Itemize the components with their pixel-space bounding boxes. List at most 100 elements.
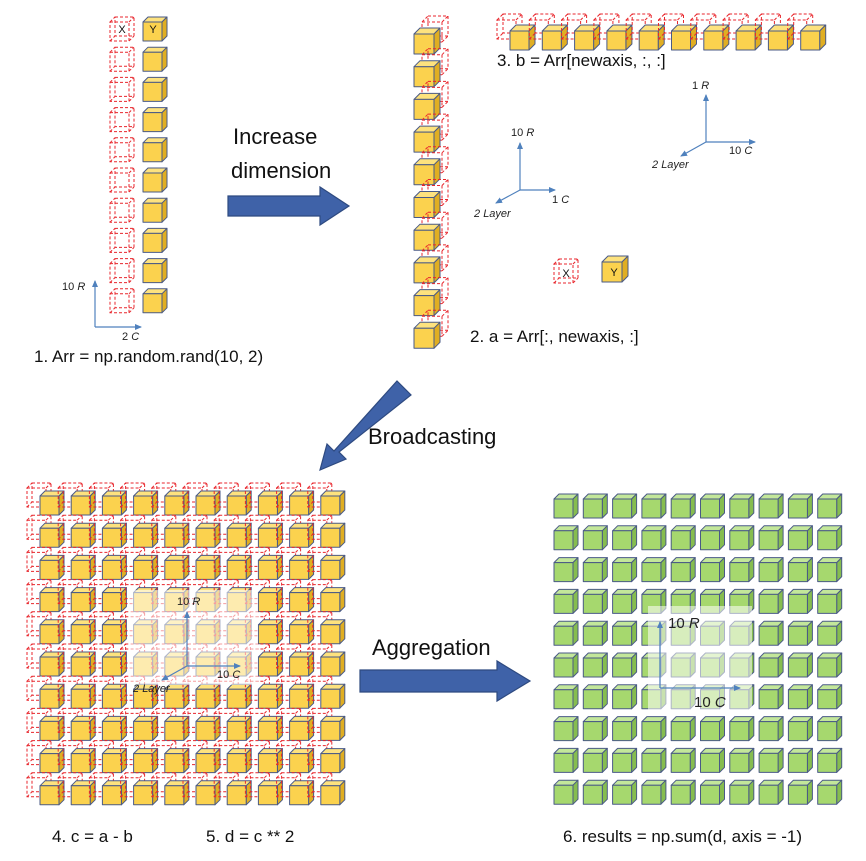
c-layer-y-cube <box>289 522 315 548</box>
b-layer-y-cube <box>671 24 697 51</box>
axes-b: 1 R 10 C 2 Layer <box>651 80 756 171</box>
c-layer-y-cube <box>39 683 65 709</box>
result-cube <box>817 747 843 773</box>
result-cube <box>641 525 667 551</box>
result-cube <box>641 779 667 805</box>
c-layer-y-cube <box>289 780 315 806</box>
axis-c-label: 2 C <box>122 331 139 343</box>
c-layer-y-cube <box>70 554 96 580</box>
c-layer-y-cube <box>226 683 252 709</box>
c-layer-y-cube <box>289 619 315 645</box>
result-cube <box>641 716 667 742</box>
y-cube <box>142 197 168 223</box>
result-cube <box>670 525 696 551</box>
c-layer-y-cube <box>257 780 283 806</box>
c-layer-y-cube <box>226 748 252 774</box>
x-cube <box>109 258 135 284</box>
c-layer-y-cube <box>226 554 252 580</box>
c-layer-y-cube <box>39 587 65 613</box>
difference-cube-grid <box>26 482 346 806</box>
c-layer-y-cube <box>257 522 283 548</box>
x-cube <box>109 16 135 42</box>
c-layer-y-cube <box>320 748 346 774</box>
result-cube <box>758 652 784 678</box>
result-cube <box>670 716 696 742</box>
c-layer-y-cube <box>164 715 190 741</box>
c-layer-y-cube <box>289 587 315 613</box>
result-cube <box>582 620 608 646</box>
result-cube <box>817 684 843 710</box>
result-cube <box>553 588 579 614</box>
y-cube <box>142 137 168 163</box>
result-cube <box>582 747 608 773</box>
c-layer-y-cube <box>226 780 252 806</box>
result-cube <box>758 716 784 742</box>
c-layer-y-cube <box>39 490 65 516</box>
c-layer-y-cube <box>195 748 221 774</box>
result-cube <box>729 779 755 805</box>
c-layer-y-cube <box>133 748 159 774</box>
result-cube <box>582 779 608 805</box>
c-layer-y-cube <box>101 748 127 774</box>
caption-a: 2. a = Arr[:, newaxis, :] <box>470 327 639 346</box>
c-layer-y-cube <box>320 490 346 516</box>
legend-y-label: Y <box>610 267 618 279</box>
c-layer-y-cube <box>101 554 127 580</box>
axes-c: 10 R 10 C 2 Layer <box>132 596 241 695</box>
result-cube <box>700 557 725 583</box>
result-cube <box>817 620 843 646</box>
c-layer-y-cube <box>289 748 315 774</box>
c-layer-y-cube <box>133 715 159 741</box>
c-layer-y-cube <box>101 683 127 709</box>
result-cube <box>758 779 784 805</box>
axis-r-label: 10 R <box>62 281 85 293</box>
c-layer-y-cube <box>257 587 283 613</box>
result-cube <box>641 747 667 773</box>
c-layer-y-cube <box>226 490 252 516</box>
c-layer-y-cube <box>289 651 315 677</box>
c-layer-y-cube <box>70 522 96 548</box>
result-cube <box>612 525 638 551</box>
aggregation-label: Aggregation <box>372 635 491 660</box>
c-layer-y-cube <box>101 619 127 645</box>
result-cube <box>700 493 725 519</box>
result-cube <box>553 557 579 583</box>
result-cube <box>817 779 843 805</box>
c-layer-y-cube <box>289 554 315 580</box>
result-cube-grid <box>553 493 843 805</box>
c-layer-y-cube <box>133 554 159 580</box>
result-cube <box>582 652 608 678</box>
c-layer-y-cube <box>320 715 346 741</box>
c-layer-y-cube <box>39 651 65 677</box>
c-layer-y-cube <box>133 522 159 548</box>
result-cube <box>758 620 784 646</box>
result-cube <box>787 557 813 583</box>
result-cube <box>787 493 813 519</box>
c-layer-y-cube <box>320 780 346 806</box>
axes-arr: 10 R 2 C <box>62 280 142 343</box>
result-cube <box>582 684 608 710</box>
x-cube <box>109 197 135 223</box>
axes-result: 10 R 10 C <box>657 615 741 711</box>
axes-a: 10 R 1 C 2 Layer <box>473 127 569 220</box>
result-cube <box>582 557 608 583</box>
c-layer-y-cube <box>257 715 283 741</box>
x-cube <box>109 227 135 253</box>
c-layer-y-cube <box>70 619 96 645</box>
result-cube <box>787 684 813 710</box>
c-layer-y-cube <box>39 715 65 741</box>
c-layer-y-cube <box>164 522 190 548</box>
legend-x-cube <box>553 258 579 284</box>
x-column-label: X <box>118 24 126 36</box>
c-layer-y-cube <box>320 522 346 548</box>
b-layer-y-cube <box>800 24 827 51</box>
result-cube <box>612 557 638 583</box>
c-layer-y-cube <box>70 587 96 613</box>
y-cube <box>142 288 168 314</box>
result-cube <box>553 652 579 678</box>
increase-label-line1: Increase <box>233 124 317 149</box>
result-cube <box>553 779 579 805</box>
result-cube <box>612 747 638 773</box>
result-cube <box>612 588 638 614</box>
axes-result-overlay <box>648 606 752 710</box>
